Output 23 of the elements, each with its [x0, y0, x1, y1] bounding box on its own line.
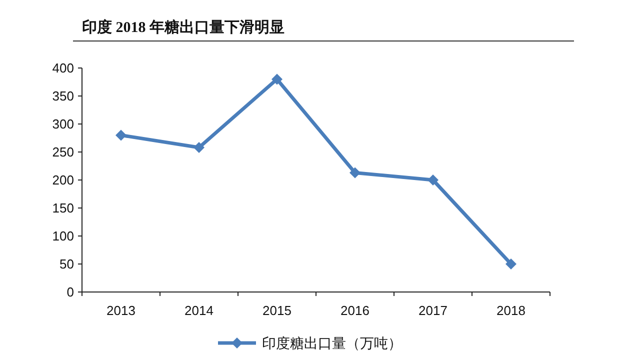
y-tick-label: 250 [52, 144, 74, 160]
y-tick-label: 350 [52, 88, 74, 104]
point [428, 174, 438, 186]
x-tick-label: 2018 [496, 303, 526, 318]
point [350, 167, 360, 178]
y-tick-label: 0 [66, 284, 74, 300]
x-tick-label: 2014 [184, 303, 214, 318]
y-tick-label: 50 [60, 256, 74, 272]
point [194, 142, 204, 154]
point [272, 74, 282, 85]
x-tick-label: 2013 [106, 303, 136, 318]
y-tick-label: 150 [52, 200, 74, 216]
x-tick-label: 2016 [340, 303, 370, 318]
y-tick-label: 400 [52, 60, 74, 76]
point [116, 130, 126, 141]
x-tick-label: 2015 [262, 303, 292, 318]
y-tick-label: 300 [52, 116, 74, 132]
x-tick-label: 2017 [418, 303, 448, 318]
point [506, 258, 516, 270]
title: 印度 2018 年糖出口量下滑明显 [82, 20, 284, 36]
y-tick-label: 200 [52, 172, 74, 188]
legend-label: 印度糖出口量（万吨） [262, 335, 402, 351]
y-tick-label: 100 [52, 228, 74, 244]
